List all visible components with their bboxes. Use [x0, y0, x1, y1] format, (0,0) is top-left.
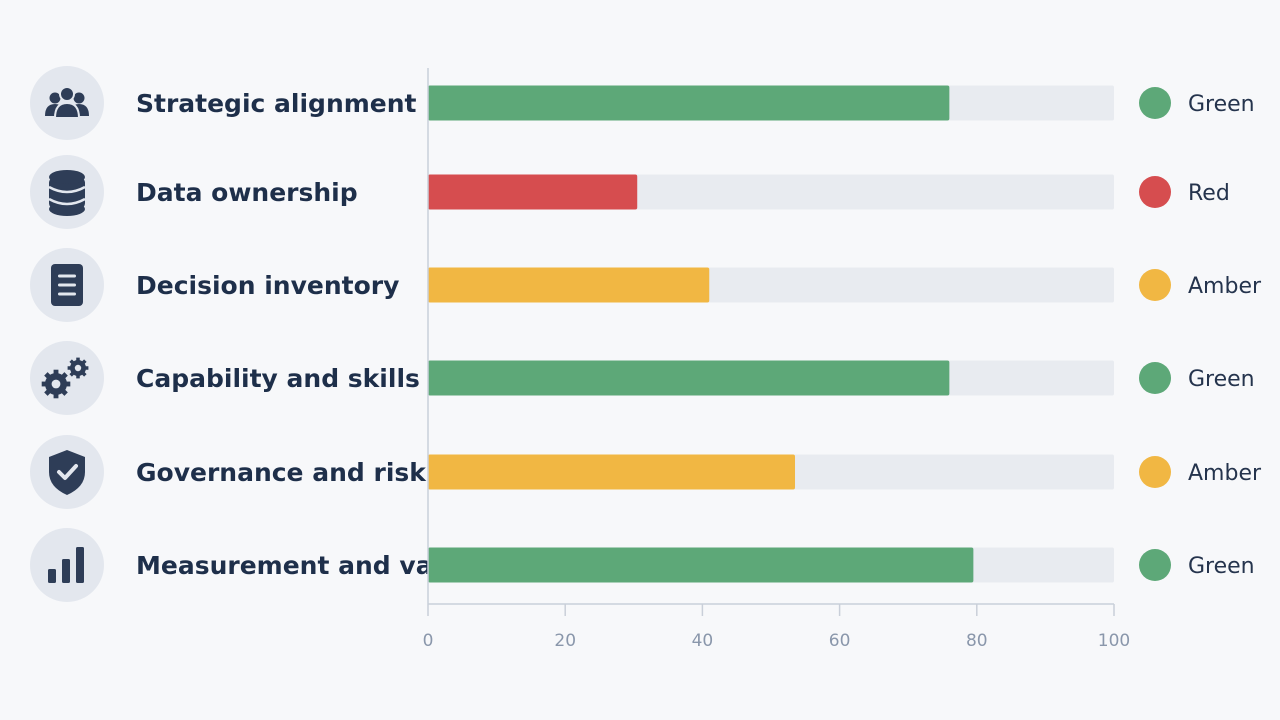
- bar: [428, 360, 950, 396]
- gears-icon: [30, 341, 104, 415]
- x-tick-label: 40: [692, 631, 714, 651]
- bar: [428, 267, 710, 303]
- status-label: Green: [1188, 367, 1255, 392]
- status-label: Green: [1188, 92, 1255, 117]
- category-label: Governance and risk: [136, 458, 427, 487]
- x-axis: 0 20 40 60 80 100: [423, 68, 1130, 651]
- category-label: Measurement and value: [136, 551, 476, 580]
- status-dot: [1139, 87, 1171, 119]
- status-label: Red: [1188, 181, 1230, 206]
- bar: [428, 174, 638, 210]
- bars: [428, 85, 974, 583]
- category-label: Decision inventory: [136, 271, 399, 300]
- x-tick-label: 60: [829, 631, 851, 651]
- category-labels: Strategic alignment Data ownership Decisio…: [136, 89, 476, 580]
- status-label: Green: [1188, 554, 1255, 579]
- people-icon: [30, 66, 104, 140]
- bar-tracks: [428, 85, 1114, 583]
- bar: [428, 454, 796, 490]
- bar: [428, 85, 950, 121]
- status-dot: [1139, 549, 1171, 581]
- status-dot: [1139, 176, 1171, 208]
- status-dot: [1139, 456, 1171, 488]
- x-tick-label: 100: [1098, 631, 1130, 651]
- status-indicators: Green Red Amber Green Amber Green: [1139, 87, 1262, 581]
- status-dot: [1139, 269, 1171, 301]
- bar-chart-icon: [30, 528, 104, 602]
- shield-check-icon: [30, 435, 104, 509]
- icon-circle: [30, 341, 104, 415]
- category-label: Data ownership: [136, 178, 358, 207]
- status-label: Amber: [1188, 461, 1262, 486]
- x-tick-label: 0: [423, 631, 434, 651]
- database-icon: [30, 155, 104, 229]
- category-label: Strategic alignment: [136, 89, 417, 118]
- status-label: Amber: [1188, 274, 1262, 299]
- x-tick-label: 20: [554, 631, 576, 651]
- category-label: Capability and skills: [136, 364, 420, 393]
- bar: [428, 547, 974, 583]
- status-dot: [1139, 362, 1171, 394]
- x-tick-label: 80: [966, 631, 988, 651]
- category-icons: [30, 66, 104, 602]
- document-icon: [30, 248, 104, 322]
